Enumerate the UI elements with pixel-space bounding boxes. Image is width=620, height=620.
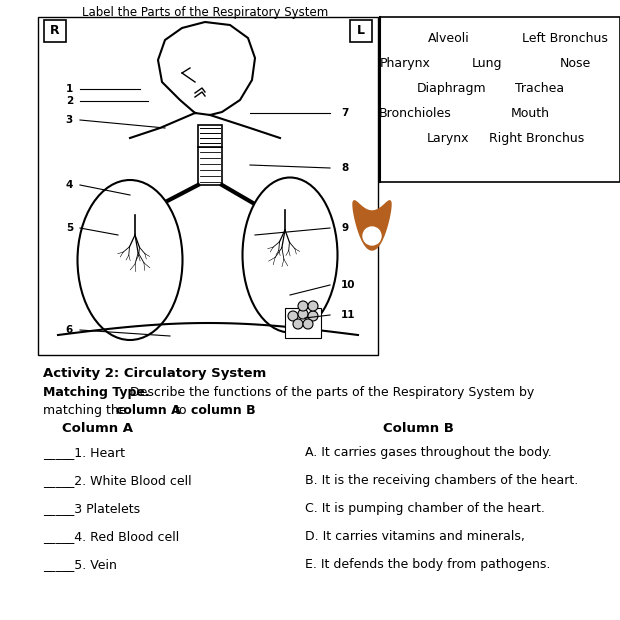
Text: Diaphragm: Diaphragm: [417, 82, 487, 95]
Text: C. It is pumping chamber of the heart.: C. It is pumping chamber of the heart.: [305, 502, 545, 515]
Text: _____5. Vein: _____5. Vein: [43, 558, 117, 571]
Text: Activity 2: Circulatory System: Activity 2: Circulatory System: [43, 367, 266, 380]
Text: _____1. Heart: _____1. Heart: [43, 446, 125, 459]
Text: 3: 3: [66, 115, 73, 125]
Text: A. It carries gases throughout the body.: A. It carries gases throughout the body.: [305, 446, 552, 459]
Text: _____4. Red Blood cell: _____4. Red Blood cell: [43, 530, 179, 543]
Text: _____2. White Blood cell: _____2. White Blood cell: [43, 474, 192, 487]
Text: Mouth: Mouth: [510, 107, 549, 120]
Text: .: .: [250, 404, 254, 417]
Text: matching the: matching the: [43, 404, 130, 417]
Text: Bronchioles: Bronchioles: [379, 107, 451, 120]
Text: 9: 9: [341, 223, 348, 233]
Bar: [198, 125, 222, 147]
Bar: [350, 20, 372, 42]
Text: Trachea: Trachea: [515, 82, 565, 95]
Text: column B: column B: [191, 404, 255, 417]
Circle shape: [288, 311, 298, 321]
Text: Describe the functions of the parts of the Respiratory System by: Describe the functions of the parts of t…: [130, 386, 534, 399]
Text: Matching Type.: Matching Type.: [43, 386, 149, 399]
Text: B. It is the receiving chambers of the heart.: B. It is the receiving chambers of the h…: [305, 474, 578, 487]
Circle shape: [303, 319, 313, 329]
Text: Column A: Column A: [63, 422, 133, 435]
Text: R: R: [50, 25, 60, 37]
Text: Larynx: Larynx: [427, 132, 469, 145]
Text: Lung: Lung: [472, 57, 502, 70]
Text: 7: 7: [341, 108, 348, 118]
Text: to: to: [175, 404, 187, 417]
Text: 4: 4: [66, 180, 73, 190]
Bar: [285, 308, 321, 338]
Text: column A: column A: [116, 404, 181, 417]
Circle shape: [293, 319, 303, 329]
Circle shape: [363, 227, 381, 245]
Text: Pharynx: Pharynx: [379, 57, 430, 70]
Text: _____3 Platelets: _____3 Platelets: [43, 502, 140, 515]
Circle shape: [298, 309, 308, 319]
Text: 10: 10: [341, 280, 355, 290]
Text: 6: 6: [66, 325, 73, 335]
Circle shape: [308, 311, 318, 321]
Text: Right Bronchus: Right Bronchus: [489, 132, 585, 145]
Text: L: L: [357, 25, 365, 37]
Text: 11: 11: [341, 310, 355, 320]
Bar: [44, 20, 66, 42]
Ellipse shape: [242, 177, 337, 332]
Text: Left Bronchus: Left Bronchus: [522, 32, 608, 45]
Text: 8: 8: [341, 163, 348, 173]
Text: Column B: Column B: [383, 422, 453, 435]
Text: 2: 2: [66, 96, 73, 106]
Text: 1: 1: [66, 84, 73, 94]
Bar: [380, 17, 620, 182]
Text: Alveoli: Alveoli: [428, 32, 470, 45]
Text: Label the Parts of the Respiratory System: Label the Parts of the Respiratory Syste…: [82, 6, 328, 19]
Text: D. It carries vitamins and minerals,: D. It carries vitamins and minerals,: [305, 530, 525, 543]
Circle shape: [298, 301, 308, 311]
Text: Nose: Nose: [559, 57, 591, 70]
Text: 5: 5: [66, 223, 73, 233]
Bar: [38, 17, 378, 355]
Text: E. It defends the body from pathogens.: E. It defends the body from pathogens.: [305, 558, 551, 571]
Ellipse shape: [78, 180, 182, 340]
Circle shape: [308, 301, 318, 311]
Bar: [198, 147, 222, 185]
Polygon shape: [353, 201, 391, 250]
